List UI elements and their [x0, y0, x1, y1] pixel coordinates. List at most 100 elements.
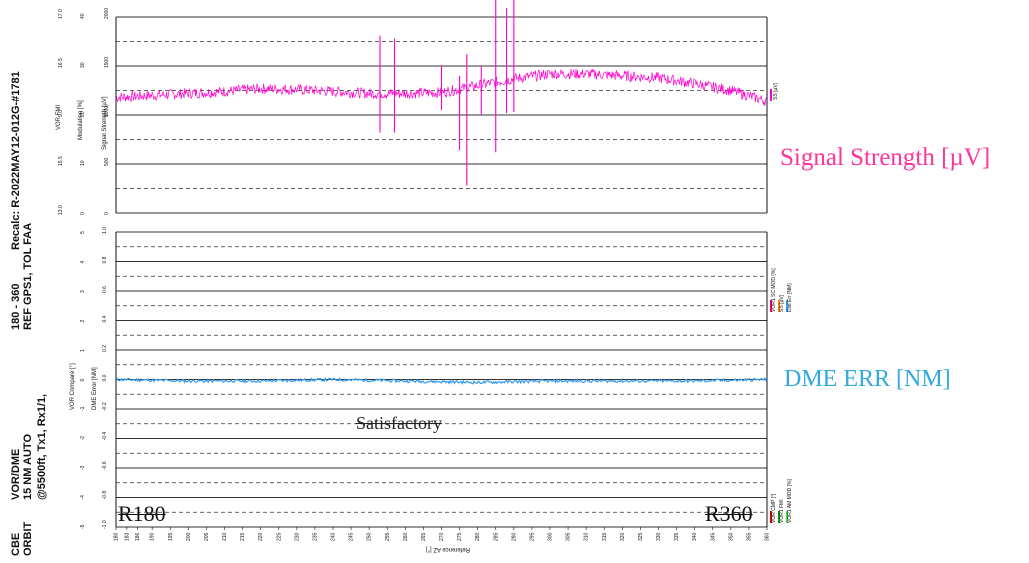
top-axis-tick-label: 20	[80, 111, 86, 117]
bottom-axis-tick-label: 0.4	[102, 315, 108, 322]
x-tick-label: 255	[385, 532, 391, 541]
top-axis-tick-label: 500	[104, 157, 110, 166]
x-tick-label: 270	[439, 532, 445, 541]
bottom-axis-tick-label: -1.0	[102, 520, 108, 529]
bottom-axis-title: VOR Compare [°]	[70, 363, 76, 410]
bottom-axis-tick-label: -4	[80, 495, 86, 500]
top-axis-tick-label: 0	[80, 212, 86, 215]
station-type-label: VOR/DME	[10, 448, 22, 500]
station-id-label: CBE	[10, 532, 22, 556]
signal-strength-annotation: Signal Strength [µV]	[780, 144, 991, 171]
top-axis-tick-label: 1000	[104, 106, 110, 117]
x-tick-label: 235	[312, 532, 318, 541]
top-axis-title: VOR FMI	[56, 105, 62, 130]
x-tick-label: 245	[349, 532, 355, 541]
bottom-axis-tick-label: -0.8	[102, 491, 108, 500]
x-tick-label: 305	[566, 532, 572, 541]
bottom-axis-tick-label: -3	[80, 465, 86, 470]
bottom-axis-tick-label: 1	[80, 349, 86, 352]
x-tick-label: 260	[403, 532, 409, 541]
bottom-axis-tick-label: 3	[80, 290, 86, 293]
x-tick-label: 186	[135, 532, 141, 541]
x-tick-label: 225	[276, 532, 282, 541]
bottom-axis-tick-label: -0.4	[102, 432, 108, 441]
top-axis-tick-label: 30	[80, 62, 86, 68]
legend-swatch	[786, 511, 788, 523]
x-tick-label: 250	[367, 532, 373, 541]
x-tick-label: 285	[493, 532, 499, 541]
x-tick-label: 295	[529, 532, 535, 541]
dme-error-line	[115, 376, 768, 386]
x-tick-label: 195	[168, 532, 174, 541]
x-tick-label: 183	[124, 532, 130, 541]
bottom-axis-tick-label: 0.2	[102, 345, 108, 352]
legend-label: Dist Err [NM]	[787, 283, 793, 312]
top-axis-tick-label: 40	[80, 13, 86, 19]
x-tick-label: 275	[457, 532, 463, 541]
x-tick-label: 240	[331, 532, 337, 541]
x-tick-label: 340	[692, 532, 698, 541]
bottom-axis-tick-label: 1.0	[102, 227, 108, 234]
top-axis-tick-label: 17.0	[58, 9, 64, 19]
bottom-axis-tick-label: -2	[80, 436, 86, 441]
bottom-axis-tick-label: -5	[80, 524, 86, 529]
bottom-axis-tick-label: 0	[80, 379, 86, 382]
legend-label: VOR1 SC MOD [%]	[771, 268, 777, 312]
x-axis-title: Reference AZ [°]	[426, 546, 470, 552]
x-tick-label: 280	[475, 532, 481, 541]
legend-swatch-ss	[770, 89, 772, 101]
r180-annotation: R180	[118, 501, 166, 526]
bottom-axis-tick-label: -1	[80, 406, 86, 411]
legend-swatch	[786, 300, 788, 312]
bottom-axis-tick-label: -0.2	[102, 402, 108, 411]
top-axis-title: Modulation [%]	[78, 100, 84, 140]
x-tick-label: 290	[511, 532, 517, 541]
top-axis-tick-label: 10	[80, 160, 86, 166]
top-axis-tick-label: 13.0	[58, 205, 64, 215]
bottom-axis-tick-label: 0.8	[102, 256, 108, 263]
x-tick-label: 190	[150, 532, 156, 541]
x-tick-label: 345	[710, 532, 716, 541]
bottom-axis-tick-label: -0.6	[102, 461, 108, 470]
x-tick-label: 200	[186, 532, 192, 541]
top-axis-tick-label: 1500	[104, 57, 110, 68]
ref-label: REF GPS1, TOL FAA	[22, 222, 34, 330]
x-tick-label: 310	[584, 532, 590, 541]
x-tick-label: 265	[421, 532, 427, 541]
recalc-label: Recalc: R-2022MAY12-012G-#1781	[10, 71, 22, 250]
top-axis-tick-label: 16.5	[58, 58, 64, 68]
x-tick-label: 220	[258, 532, 264, 541]
bottom-axis-tick-label: 2	[80, 320, 86, 323]
legend-label: VOR1 AM MOD [%]	[787, 478, 793, 523]
x-tick-label: 180	[114, 532, 120, 541]
legend-label: SS [µV]	[779, 294, 785, 312]
x-tick-label: 320	[620, 532, 626, 541]
orbit-label: ORBIT	[22, 521, 34, 556]
bottom-axis-tick-label: 0.6	[102, 286, 108, 293]
flight-params-label: @5500ft, Tx1, Rx1/1,	[36, 393, 48, 500]
legend-label: SS [µV]	[773, 82, 779, 100]
x-tick-label: 335	[674, 532, 680, 541]
x-tick-label: 205	[204, 532, 210, 541]
legend-swatch	[778, 300, 780, 312]
x-tick-label: 300	[548, 532, 554, 541]
x-tick-label: 325	[638, 532, 644, 541]
x-tick-label: 230	[294, 532, 300, 541]
legend-swatch	[770, 300, 772, 312]
r360-annotation: R360	[705, 501, 753, 526]
bottom-axis-tick-label: 4	[80, 261, 86, 264]
x-tick-label: 330	[656, 532, 662, 541]
x-tick-label: 350	[728, 532, 734, 541]
bottom-axis-tick-label: 5	[80, 231, 86, 234]
top-axis-tick-label: 15.5	[58, 156, 64, 166]
range-label: 180 - 360	[10, 283, 22, 330]
legend-swatch	[770, 511, 772, 523]
x-tick-label: 360	[765, 532, 771, 541]
top-axis-tick-label: 2000	[104, 8, 110, 19]
bottom-axis-tick-label: 0.0	[102, 374, 108, 381]
top-axis-title: Signal Strength [µV]	[102, 96, 108, 150]
legend-swatch	[778, 511, 780, 523]
x-tick-label: 315	[602, 532, 608, 541]
